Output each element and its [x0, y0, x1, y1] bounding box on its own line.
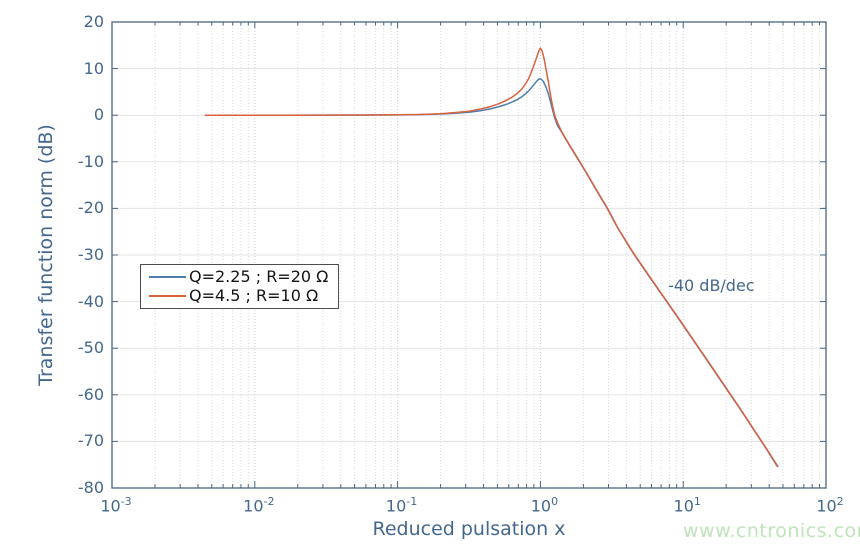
watermark: www.cntronics.com	[683, 520, 860, 542]
legend: Q=2.25 ; R=20 Ω Q=4.5 ; R=10 Ω	[140, 264, 340, 309]
x-tick-label: 10-1	[385, 495, 418, 516]
y-tick-label: -60	[77, 384, 104, 404]
legend-line-sample-blue	[149, 275, 186, 278]
x-axis-title: Reduced pulsation x	[372, 518, 566, 540]
y-tick-label: -20	[77, 198, 104, 218]
x-tick-label: 101	[673, 495, 701, 516]
y-tick-label: -70	[77, 431, 104, 451]
legend-label: Q=2.25 ; R=20 Ω	[189, 267, 329, 286]
y-tick-label: 10	[83, 58, 104, 78]
legend-item: Q=4.5 ; R=10 Ω	[149, 286, 328, 305]
y-tick-label: -30	[77, 245, 104, 264]
y-tick-label: -10	[77, 151, 104, 171]
series-line-1	[204, 47, 779, 468]
x-tick-label: 10-2	[243, 495, 275, 516]
y-tick-label: 20	[83, 12, 104, 31]
x-tick-label: 102	[816, 495, 844, 516]
y-tick-label: -40	[77, 291, 104, 311]
y-tick-label: -80	[77, 478, 104, 497]
slope-annotation: -40 dB/dec	[668, 276, 755, 296]
y-tick-label: -50	[77, 338, 104, 358]
legend-item: Q=2.25 ; R=20 Ω	[149, 267, 328, 286]
x-tick-label: 10-3	[100, 495, 132, 516]
legend-label: Q=4.5 ; R=10 Ω	[189, 286, 319, 305]
y-tick-label: 0	[93, 105, 104, 125]
x-tick-label: 100	[530, 495, 559, 516]
legend-line-sample-orange	[149, 294, 186, 297]
